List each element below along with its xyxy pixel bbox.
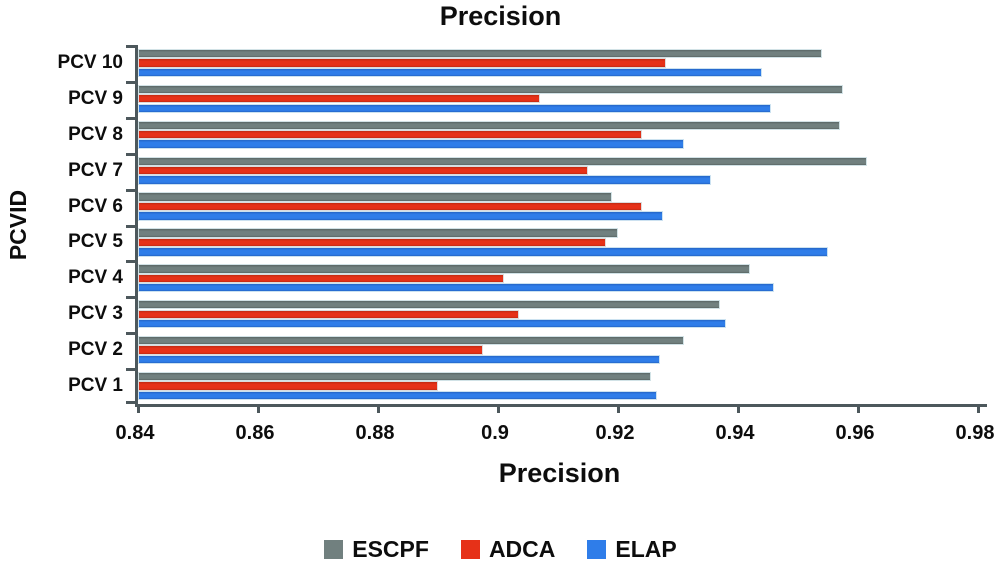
x-axis-tick: [616, 404, 620, 413]
legend-swatch-elap: [587, 540, 607, 559]
bar-elap-pcv-1: [138, 390, 657, 401]
category-label-pcv-4: PCV 4: [68, 267, 123, 289]
bar-escpf-pcv-1: [138, 371, 651, 382]
x-axis-tick: [496, 404, 500, 413]
bar-adca-pcv-2: [138, 345, 483, 355]
bar-adca-pcv-9: [138, 94, 540, 104]
category-label-pcv-6: PCV 6: [68, 195, 123, 217]
plot-area: [126, 45, 987, 413]
bar-elap-pcv-6: [138, 211, 663, 221]
bar-adca-pcv-7: [138, 165, 588, 176]
bar-elap-pcv-9: [138, 103, 771, 113]
bar-escpf-pcv-10: [138, 48, 822, 59]
y-axis-tick: [126, 45, 135, 48]
bar-adca-pcv-1: [138, 381, 438, 391]
chart-title: Precision: [439, 1, 562, 31]
y-axis-tick: [126, 116, 135, 120]
x-axis-tick: [136, 404, 140, 413]
category-label-pcv-1: PCV 1: [68, 375, 123, 397]
category-label-pcv-10: PCV 10: [57, 51, 123, 73]
bar-escpf-pcv-5: [138, 228, 618, 238]
bar-escpf-pcv-9: [138, 84, 843, 95]
x-tick-label-0-88: 0.88: [355, 422, 395, 444]
y-axis-tick: [126, 188, 135, 192]
y-axis-tick: [126, 401, 135, 404]
bar-elap-pcv-5: [138, 247, 828, 257]
bar-escpf-pcv-7: [138, 156, 867, 166]
x-tick-label-0-96: 0.96: [835, 422, 875, 444]
x-axis-title: Precision: [498, 458, 621, 488]
y-axis-tick: [126, 296, 135, 300]
bar-adca-pcv-10: [138, 58, 666, 68]
bar-elap-pcv-8: [138, 139, 684, 149]
category-label-pcv-5: PCV 5: [68, 231, 123, 253]
bar-adca-pcv-3: [138, 309, 519, 319]
bar-escpf-pcv-6: [138, 192, 612, 202]
legend-item-elap: ELAP: [587, 536, 677, 563]
legend-label-adca: ADCA: [488, 536, 556, 562]
bar-elap-pcv-7: [138, 175, 711, 185]
x-tick-label-0-86: 0.86: [235, 422, 275, 444]
x-axis-tick: [256, 404, 260, 413]
bar-adca-pcv-5: [138, 237, 606, 248]
x-tick-label-0-92: 0.92: [595, 422, 635, 444]
legend-swatch-adca: [460, 540, 480, 559]
category-label-pcv-3: PCV 3: [68, 303, 123, 325]
bar-escpf-pcv-4: [138, 264, 750, 274]
y-axis-tick: [126, 80, 135, 84]
legend-item-adca: ADCA: [460, 536, 556, 563]
x-axis-tick: [736, 404, 740, 413]
bar-escpf-pcv-3: [138, 300, 720, 310]
category-label-pcv-9: PCV 9: [68, 87, 123, 109]
legend-swatch-escpf: [324, 540, 344, 559]
x-tick-label-0-9: 0.9: [481, 422, 509, 444]
y-axis-tick: [126, 152, 135, 156]
x-axis-tick: [976, 404, 980, 413]
bar-elap-pcv-10: [138, 67, 762, 77]
legend-label-elap: ELAP: [615, 536, 677, 562]
bar-escpf-pcv-8: [138, 120, 840, 130]
category-label-pcv-8: PCV 8: [68, 123, 123, 145]
category-label-pcv-2: PCV 2: [68, 339, 123, 361]
bar-escpf-pcv-2: [138, 336, 684, 346]
legend: ESCPF ADCA ELAP: [0, 536, 1001, 563]
legend-item-escpf: ESCPF: [324, 536, 429, 563]
bar-adca-pcv-6: [138, 201, 642, 212]
y-axis-tick: [126, 260, 135, 264]
x-axis-tick: [856, 404, 860, 413]
x-tick-label-0-84: 0.84: [115, 422, 155, 444]
bar-adca-pcv-4: [138, 273, 504, 283]
bar-elap-pcv-2: [138, 354, 660, 365]
y-axis-tick: [126, 224, 135, 228]
x-tick-label-0-94: 0.94: [715, 422, 755, 444]
x-axis-tick: [376, 404, 380, 413]
bar-elap-pcv-4: [138, 283, 774, 293]
bar-adca-pcv-8: [138, 130, 642, 140]
category-label-pcv-7: PCV 7: [68, 159, 123, 181]
x-tick-label-0-98: 0.98: [955, 422, 995, 444]
y-axis-tick: [126, 368, 135, 372]
legend-label-escpf: ESCPF: [352, 536, 429, 562]
y-axis-tick: [126, 332, 135, 336]
bar-elap-pcv-3: [138, 318, 726, 329]
